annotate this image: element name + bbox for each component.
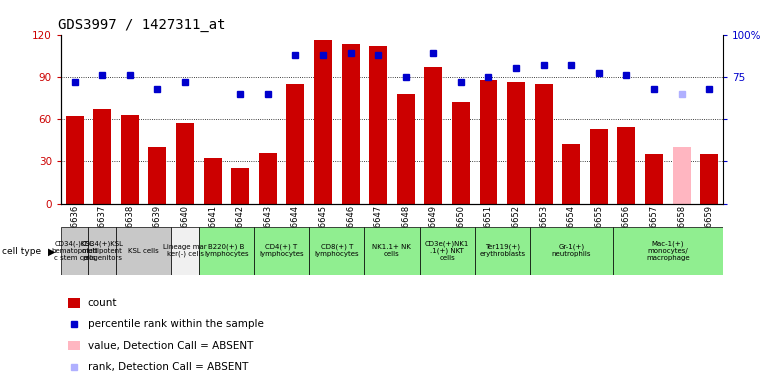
- Text: percentile rank within the sample: percentile rank within the sample: [88, 319, 263, 329]
- Bar: [613, 227, 723, 275]
- Text: count: count: [88, 298, 117, 308]
- Text: CD3e(+)NK1
.1(+) NKT
cells: CD3e(+)NK1 .1(+) NKT cells: [425, 240, 470, 261]
- Bar: [590, 129, 608, 204]
- Bar: [507, 83, 525, 204]
- Bar: [171, 227, 199, 275]
- Bar: [121, 115, 139, 204]
- Bar: [314, 40, 332, 204]
- Text: CD4(+) T
lymphocytes: CD4(+) T lymphocytes: [260, 244, 304, 257]
- Bar: [365, 227, 419, 275]
- Bar: [617, 127, 635, 204]
- Text: CD34(+)KSL
multipotent
progenitors: CD34(+)KSL multipotent progenitors: [81, 240, 124, 261]
- Bar: [562, 144, 580, 204]
- Bar: [286, 84, 304, 204]
- Bar: [61, 227, 88, 275]
- Text: NK1.1+ NK
cells: NK1.1+ NK cells: [372, 244, 412, 257]
- Bar: [231, 168, 249, 204]
- Bar: [419, 227, 475, 275]
- Bar: [645, 154, 663, 204]
- Bar: [204, 159, 221, 204]
- Bar: [700, 154, 718, 204]
- Text: CD8(+) T
lymphocytes: CD8(+) T lymphocytes: [314, 244, 359, 257]
- Bar: [479, 79, 498, 204]
- Text: value, Detection Call = ABSENT: value, Detection Call = ABSENT: [88, 341, 253, 351]
- Bar: [65, 116, 84, 204]
- Text: KSL cells: KSL cells: [129, 248, 159, 253]
- Text: Ter119(+)
erythroblasts: Ter119(+) erythroblasts: [479, 244, 525, 257]
- Bar: [396, 94, 415, 204]
- Text: Lineage mar
ker(-) cells: Lineage mar ker(-) cells: [163, 244, 207, 257]
- Text: Gr-1(+)
neutrophils: Gr-1(+) neutrophils: [552, 244, 591, 257]
- Bar: [259, 153, 277, 204]
- Bar: [254, 227, 309, 275]
- Text: B220(+) B
lymphocytes: B220(+) B lymphocytes: [204, 244, 249, 257]
- Bar: [116, 227, 171, 275]
- Text: Mac-1(+)
monocytes/
macrophage: Mac-1(+) monocytes/ macrophage: [646, 240, 689, 261]
- Text: ▶: ▶: [48, 247, 56, 257]
- Text: GDS3997 / 1427311_at: GDS3997 / 1427311_at: [58, 18, 225, 32]
- Bar: [342, 45, 359, 204]
- Text: rank, Detection Call = ABSENT: rank, Detection Call = ABSENT: [88, 362, 248, 372]
- Text: cell type: cell type: [2, 247, 41, 256]
- Bar: [309, 227, 365, 275]
- Bar: [88, 227, 116, 275]
- Bar: [94, 109, 111, 204]
- Bar: [199, 227, 254, 275]
- Bar: [369, 46, 387, 204]
- Bar: [176, 123, 194, 204]
- Bar: [425, 67, 442, 204]
- Bar: [148, 147, 167, 204]
- Bar: [535, 84, 552, 204]
- Bar: [475, 227, 530, 275]
- Text: CD34(-)KSL
hematopoieti
c stem cells: CD34(-)KSL hematopoieti c stem cells: [52, 240, 98, 261]
- Bar: [452, 102, 470, 204]
- Bar: [673, 147, 690, 204]
- Bar: [530, 227, 613, 275]
